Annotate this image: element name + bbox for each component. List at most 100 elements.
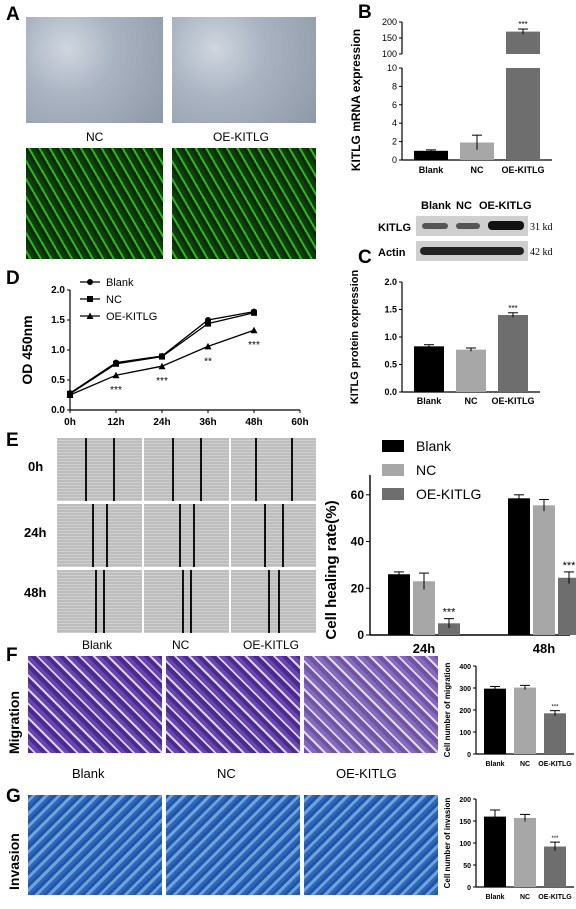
row-label-48h: 48h [24, 585, 47, 600]
data-point [66, 391, 74, 398]
y-tick-label: 0 [392, 155, 397, 165]
y-tick-label: 2.0 [384, 277, 397, 287]
bar [498, 315, 528, 392]
caption-e-nc: NC [172, 638, 190, 652]
bar [456, 349, 486, 392]
data-point [250, 326, 258, 334]
x-tick-label: OE-KITLG [538, 894, 572, 901]
legend-swatch [382, 440, 404, 452]
row-label-24h: 24h [24, 525, 47, 540]
caption-oe-kitlg: OE-KITLG [213, 130, 270, 144]
y-tick-label: 8 [392, 81, 397, 91]
panel-label-b: B [358, 2, 372, 23]
wound-image [231, 504, 316, 567]
bar [533, 505, 555, 635]
caption-g-oe-kitlg: OE-KITLG [336, 766, 397, 781]
x-tick-label: NC [465, 396, 478, 406]
wound-image [144, 570, 229, 633]
wound-image [57, 504, 142, 567]
blot-header-blank: Blank [421, 200, 451, 212]
y-axis-label: Cell healing rate(%) [323, 500, 340, 639]
y-tick-label: 4 [392, 118, 397, 128]
y-tick-label: 200 [459, 708, 471, 715]
x-tick-label: OE-KITLG [492, 396, 535, 406]
y-tick-label: 50 [463, 863, 471, 870]
data-point [112, 371, 120, 379]
caption-e-oe-kitlg: OE-KITLG [243, 638, 300, 652]
y-axis-label: Cell number of invasion [443, 798, 452, 889]
legend-label: Blank [106, 277, 134, 289]
legend-marker [87, 296, 93, 302]
legend-label: OE-KITLG [416, 486, 481, 502]
panel-label-g: G [6, 786, 21, 807]
micrograph-nc-brightfield [26, 17, 163, 123]
y-tick-label: 40 [351, 535, 365, 549]
bar [506, 31, 540, 54]
legend-marker [87, 279, 93, 285]
blot-band-kitlg [416, 216, 528, 236]
blot-row-kitlg: KITLG [378, 222, 411, 234]
significance-label: *** [156, 376, 168, 387]
bar [544, 713, 566, 754]
y-tick-label: 6 [392, 100, 397, 110]
bar [438, 623, 460, 635]
legend-swatch [382, 464, 404, 476]
x-tick-label: NC [520, 894, 530, 901]
x-tick-label: Blank [417, 396, 443, 406]
x-tick-label: OE-KITLG [538, 761, 572, 768]
x-tick-label: Blank [485, 894, 504, 901]
micrograph-oe-brightfield [172, 17, 316, 123]
migration-image-blank [28, 656, 162, 753]
y-tick-label: 10 [387, 63, 397, 73]
panel-label-e: E [6, 430, 19, 451]
chart-b: 0 2 4 6 8 10 100 150 200 Blank NC *** OE-KITLG KITLG … [349, 17, 552, 175]
x-tick-label: 12h [107, 417, 124, 428]
chart-c: 0.0 0.5 1.0 1.5 2.0 Blank NC *** OE-KITLG KITLG p… [349, 269, 540, 406]
x-tick-label: 48h [245, 417, 262, 428]
x-tick-label: 60h [291, 417, 308, 428]
caption-g-blank: Blank [72, 766, 105, 781]
blot-kd-actin: 42 kd [530, 247, 553, 258]
bar [514, 687, 536, 754]
x-tick-label: 36h [199, 417, 216, 428]
data-point [204, 342, 212, 350]
blot-row-actin: Actin [378, 247, 406, 259]
chart-g: 0 50 100 150 200 Blank NC *** OE-KITLG Cell numbe… [443, 797, 574, 901]
blot-kd-kitlg: 31 kd [530, 222, 553, 233]
y-tick-label: 300 [459, 686, 471, 693]
bar [506, 68, 540, 160]
data-point [159, 353, 165, 360]
significance-label: *** [443, 607, 457, 619]
wound-image [231, 570, 316, 633]
wound-image [231, 438, 316, 501]
y-tick-label: 150 [459, 819, 471, 826]
bar [544, 846, 566, 887]
bar [508, 498, 530, 635]
y-tick-label: 200 [459, 797, 471, 804]
y-tick-label: 200 [382, 17, 397, 27]
y-tick-label: 100 [459, 841, 471, 848]
y-tick-label: 0.0 [51, 405, 65, 416]
significance-label: *** [518, 20, 527, 29]
y-tick-label: 1.5 [384, 305, 397, 315]
blot-header-oe: OE-KITLG [479, 200, 532, 212]
row-label-0h: 0h [28, 459, 44, 474]
data-point [113, 360, 119, 367]
x-tick-label: Blank [419, 165, 445, 175]
y-tick-label: 100 [382, 49, 397, 59]
data-point [251, 309, 257, 316]
wound-image [144, 438, 229, 501]
invasion-image-blank [28, 795, 162, 895]
x-tick-label: 0h [64, 417, 76, 428]
row-label-invasion: Invasion [6, 833, 22, 890]
bar [558, 577, 576, 635]
y-tick-label: 2 [392, 137, 397, 147]
significance-label: *** [508, 304, 517, 313]
caption-nc: NC [86, 130, 104, 144]
x-tick-label: 48h [533, 641, 555, 656]
y-tick-label: 0.5 [51, 375, 65, 386]
y-tick-label: 0.0 [384, 387, 397, 397]
y-tick-label: 0 [467, 752, 471, 759]
invasion-image-oe [304, 795, 438, 895]
y-tick-label: 0.5 [384, 360, 397, 370]
